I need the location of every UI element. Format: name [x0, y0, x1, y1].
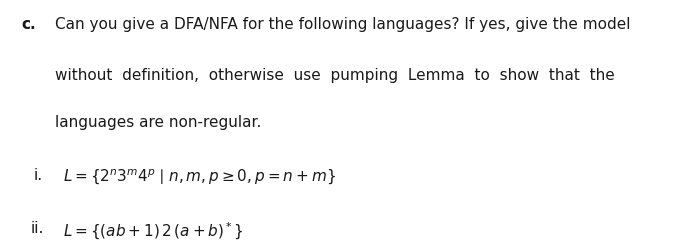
Text: without  definition,  otherwise  use  pumping  Lemma  to  show  that  the: without definition, otherwise use pumpin…: [55, 68, 615, 83]
Text: Can you give a DFA/NFA for the following languages? If yes, give the model: Can you give a DFA/NFA for the following…: [55, 17, 630, 32]
Text: languages are non-regular.: languages are non-regular.: [55, 115, 261, 130]
Text: $L = \{2^n3^m4^p\mid n, m, p \geq 0, p = n + m\}$: $L = \{2^n3^m4^p\mid n, m, p \geq 0, p =…: [63, 168, 336, 187]
Text: c.: c.: [21, 17, 36, 32]
Text: i.: i.: [34, 168, 43, 183]
Text: ii.: ii.: [31, 221, 44, 236]
Text: $L = \{(ab + 1)\, 2\, (a + b)^*\}$: $L = \{(ab + 1)\, 2\, (a + b)^*\}$: [63, 221, 244, 242]
